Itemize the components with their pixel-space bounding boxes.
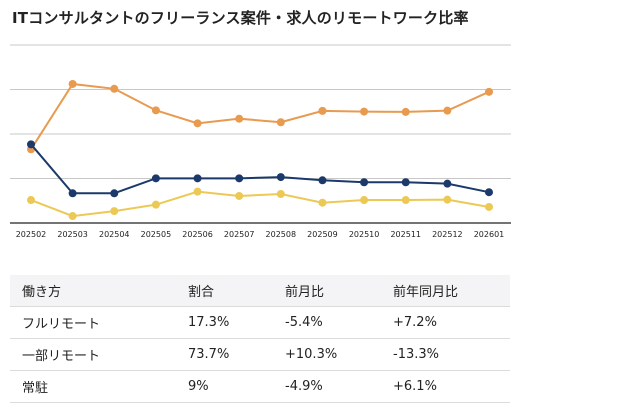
data-point bbox=[27, 140, 35, 149]
data-point bbox=[276, 173, 285, 182]
cell: 9% bbox=[188, 370, 285, 403]
data-point bbox=[68, 212, 77, 221]
x-tick-label: 202508 bbox=[266, 230, 297, 239]
cell: 一部リモート bbox=[10, 338, 188, 371]
data-point bbox=[360, 178, 369, 187]
data-point bbox=[318, 176, 327, 185]
data-point bbox=[193, 119, 202, 128]
data-point bbox=[276, 118, 285, 127]
remote-ratio-table: 働き方 割合 前月比 前年同月比 フルリモート 17.3% -5.4% +7.2… bbox=[10, 275, 510, 403]
data-point bbox=[235, 174, 244, 183]
x-tick-label: 202505 bbox=[141, 230, 172, 239]
data-point bbox=[360, 107, 369, 116]
x-axis-ticks: 202502 202503 202504 202505 202506 202507 2025… bbox=[16, 230, 505, 239]
data-point bbox=[27, 196, 35, 205]
table-row: 一部リモート 73.7% +10.3% -13.3% bbox=[10, 338, 510, 371]
header-yoy: 前年同月比 bbox=[393, 275, 510, 307]
data-point bbox=[68, 189, 77, 198]
series-line bbox=[30, 190, 490, 218]
cell: -4.9% bbox=[285, 370, 393, 403]
data-point bbox=[360, 196, 369, 205]
line-chart: 202502 202503 202504 202505 202506 202507 2025… bbox=[10, 44, 511, 239]
data-point bbox=[193, 174, 202, 183]
x-tick-label: 202601 bbox=[474, 230, 505, 239]
data-point bbox=[443, 106, 452, 115]
data-point bbox=[193, 187, 202, 196]
cell: -5.4% bbox=[285, 306, 393, 339]
x-tick-label: 202511 bbox=[390, 230, 421, 239]
data-point bbox=[318, 106, 327, 115]
data-point bbox=[110, 189, 119, 198]
x-tick-label: 202507 bbox=[224, 230, 255, 239]
data-point bbox=[485, 202, 493, 211]
series-line bbox=[30, 143, 490, 195]
cell: 17.3% bbox=[188, 306, 285, 339]
cell: +7.2% bbox=[393, 306, 510, 339]
header-mom: 前月比 bbox=[285, 275, 393, 307]
data-point bbox=[443, 195, 452, 204]
gridlines bbox=[10, 44, 511, 224]
x-tick-label: 202512 bbox=[432, 230, 463, 239]
data-point bbox=[401, 196, 410, 205]
table-row: 常駐 9% -4.9% +6.1% bbox=[10, 370, 510, 403]
data-point bbox=[151, 106, 160, 115]
x-tick-label: 202510 bbox=[349, 230, 380, 239]
x-tick-label: 202506 bbox=[182, 230, 213, 239]
data-point bbox=[110, 84, 119, 93]
table-header-row: 働き方 割合 前月比 前年同月比 bbox=[10, 275, 510, 307]
data-point bbox=[485, 188, 493, 197]
data-point bbox=[151, 174, 160, 183]
chart-title: ITコンサルタントのフリーランス案件・求人のリモートワーク比率 bbox=[12, 9, 469, 27]
series-0 bbox=[27, 79, 493, 154]
data-point bbox=[235, 114, 244, 123]
cell: +10.3% bbox=[285, 338, 393, 371]
x-tick-label: 202509 bbox=[307, 230, 338, 239]
series-lines bbox=[27, 79, 493, 221]
data-point bbox=[443, 179, 452, 188]
data-point bbox=[318, 198, 327, 207]
data-point bbox=[235, 191, 244, 200]
data-point bbox=[110, 207, 119, 216]
data-point bbox=[276, 189, 285, 198]
cell: 73.7% bbox=[188, 338, 285, 371]
cell: +6.1% bbox=[393, 370, 510, 403]
data-point bbox=[485, 87, 493, 96]
table-row: フルリモート 17.3% -5.4% +7.2% bbox=[10, 306, 510, 339]
x-tick-label: 202502 bbox=[16, 230, 47, 239]
data-point bbox=[401, 178, 410, 187]
cell: 常駐 bbox=[10, 370, 188, 403]
cell: フルリモート bbox=[10, 306, 188, 339]
header-ratio: 割合 bbox=[188, 275, 285, 307]
series-line bbox=[30, 82, 490, 150]
x-tick-label: 202504 bbox=[99, 230, 130, 239]
header-work-style: 働き方 bbox=[10, 275, 188, 307]
cell: -13.3% bbox=[393, 338, 510, 371]
series-2 bbox=[27, 187, 493, 221]
data-point bbox=[401, 107, 410, 116]
data-point bbox=[151, 200, 160, 209]
series-1 bbox=[27, 140, 493, 198]
data-point bbox=[68, 79, 77, 88]
x-tick-label: 202503 bbox=[57, 230, 88, 239]
